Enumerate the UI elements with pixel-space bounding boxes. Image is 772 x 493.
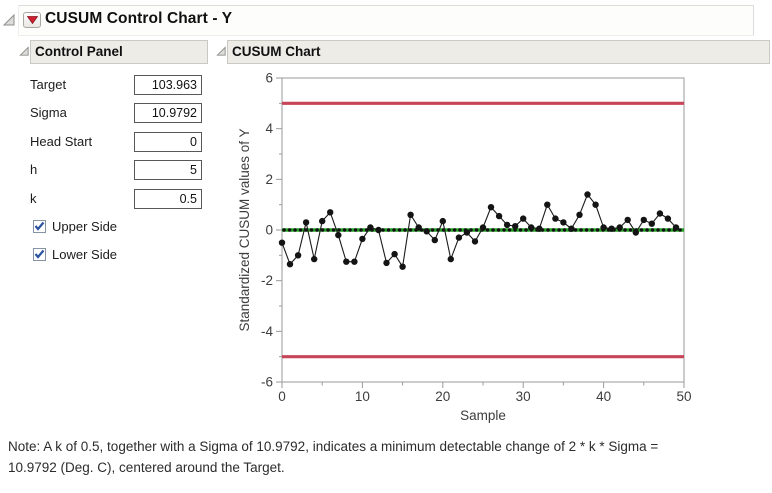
red-triangle-menu-button[interactable] xyxy=(23,12,41,28)
lower-side-label: Lower Side xyxy=(52,246,118,262)
checkbox-box[interactable] xyxy=(33,247,46,261)
upper-side-checkbox[interactable]: Upper Side xyxy=(33,218,117,234)
y-tick-label: 0 xyxy=(265,223,273,238)
h-input[interactable] xyxy=(134,160,202,180)
data-point[interactable] xyxy=(367,224,374,231)
data-point[interactable] xyxy=(431,236,438,244)
data-point[interactable] xyxy=(568,225,575,232)
data-point[interactable] xyxy=(423,228,430,235)
data-point[interactable] xyxy=(407,211,414,218)
k-label: k xyxy=(30,191,37,206)
y-tick-label: -4 xyxy=(261,324,273,339)
y-tick-label: -2 xyxy=(261,273,273,288)
check-icon xyxy=(34,221,45,231)
x-tick-label: 20 xyxy=(435,389,450,404)
cusum-chart-svg: -6 -4 -2 0 2 4 6 0 10 20 30 40 50 Sample Standardized … xyxy=(237,71,692,424)
data-point[interactable] xyxy=(343,258,350,265)
data-point[interactable] xyxy=(592,201,599,208)
y-tick-label: -6 xyxy=(261,375,273,390)
x-tick-label: 40 xyxy=(596,389,611,404)
y-axis-title: Standardized CUSUM values of Y xyxy=(237,128,252,331)
data-point[interactable] xyxy=(359,235,366,243)
data-point[interactable] xyxy=(327,209,334,216)
data-point[interactable] xyxy=(302,219,310,226)
data-point[interactable] xyxy=(383,259,390,267)
data-point[interactable] xyxy=(576,211,583,218)
data-point[interactable] xyxy=(520,215,527,222)
data-point[interactable] xyxy=(391,250,398,258)
data-point[interactable] xyxy=(656,210,664,217)
k-input[interactable] xyxy=(134,189,202,209)
data-point[interactable] xyxy=(278,239,286,246)
report-title-bar: CUSUM Control Chart - Y xyxy=(18,5,754,36)
lower-side-checkbox[interactable]: Lower Side xyxy=(33,246,117,262)
data-point[interactable] xyxy=(294,252,302,259)
sigma-input[interactable] xyxy=(134,103,202,123)
data-point[interactable] xyxy=(455,234,463,241)
x-tick-label: 30 xyxy=(516,389,531,404)
data-point[interactable] xyxy=(439,217,446,225)
data-point[interactable] xyxy=(399,263,406,270)
y-tick-label: 2 xyxy=(265,172,273,187)
data-point[interactable] xyxy=(286,261,294,268)
data-point[interactable] xyxy=(664,215,672,222)
target-input[interactable] xyxy=(134,75,202,95)
control-panel-disclosure-icon[interactable] xyxy=(19,46,30,57)
x-tick-label: 10 xyxy=(355,389,370,404)
x-tick-label: 0 xyxy=(278,389,286,404)
target-label: Target xyxy=(30,77,67,92)
data-point[interactable] xyxy=(624,216,631,224)
data-point[interactable] xyxy=(335,231,342,239)
data-point[interactable] xyxy=(616,224,623,231)
note-line2: 10.9792 (Deg. C), centered around the Ta… xyxy=(8,459,285,475)
data-point[interactable] xyxy=(632,229,639,236)
page-title: CUSUM Control Chart - Y xyxy=(45,10,233,27)
data-point[interactable] xyxy=(600,224,607,231)
report-disclosure-icon[interactable] xyxy=(2,13,16,27)
red-triangle-icon xyxy=(26,16,38,24)
note-text: Note: A k of 0.5, together with a Sigma … xyxy=(8,437,726,479)
data-point[interactable] xyxy=(640,216,647,224)
data-point[interactable] xyxy=(319,217,326,225)
checkbox-box[interactable] xyxy=(33,219,46,233)
data-point[interactable] xyxy=(528,224,535,231)
upper-side-label: Upper Side xyxy=(52,218,118,234)
h-label: h xyxy=(30,162,38,177)
data-point[interactable] xyxy=(584,191,591,198)
note-line1: Note: A k of 0.5, together with a Sigma … xyxy=(8,439,659,454)
y-tick-label: 4 xyxy=(265,121,273,136)
sigma-label: Sigma xyxy=(30,105,67,120)
data-point[interactable] xyxy=(608,225,615,232)
data-point[interactable] xyxy=(672,224,680,231)
head-start-input[interactable] xyxy=(134,132,202,152)
x-axis-title: Sample xyxy=(460,408,506,423)
data-point[interactable] xyxy=(487,204,495,211)
data-point[interactable] xyxy=(479,224,487,231)
data-point[interactable] xyxy=(536,225,543,232)
cusum-chart-header: CUSUM Chart xyxy=(227,40,770,64)
data-point[interactable] xyxy=(471,238,479,245)
head-start-label: Head Start xyxy=(30,134,93,149)
control-panel-header: Control Panel xyxy=(30,40,208,64)
data-point[interactable] xyxy=(351,258,358,265)
data-point[interactable] xyxy=(503,221,511,229)
data-point[interactable] xyxy=(311,255,318,263)
y-tick-label: 6 xyxy=(265,71,273,86)
data-point[interactable] xyxy=(375,226,382,234)
data-point[interactable] xyxy=(544,201,551,208)
data-point[interactable] xyxy=(512,223,519,230)
data-point[interactable] xyxy=(552,215,559,222)
check-icon xyxy=(34,249,45,259)
data-point[interactable] xyxy=(415,224,422,231)
data-point[interactable] xyxy=(447,255,454,263)
data-point[interactable] xyxy=(463,229,471,236)
x-tick-label: 50 xyxy=(676,389,691,404)
data-point[interactable] xyxy=(648,220,655,227)
data-point[interactable] xyxy=(495,212,503,220)
data-point[interactable] xyxy=(560,219,567,226)
cusum-chart-disclosure-icon[interactable] xyxy=(216,46,227,57)
